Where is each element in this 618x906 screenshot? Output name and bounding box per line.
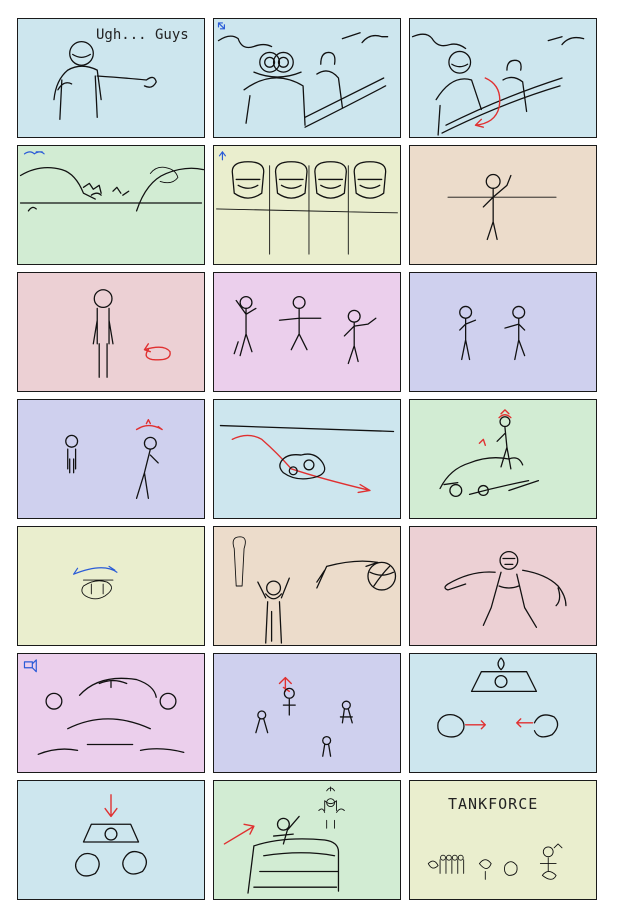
panel-1-caption: Ugh... Guys <box>96 27 189 43</box>
storyboard-panel-17 <box>213 653 401 773</box>
storyboard-panel-12 <box>409 399 597 519</box>
storyboard-panel-15 <box>409 526 597 646</box>
panel-3-sketch <box>411 33 585 136</box>
storyboard-panel-11 <box>213 399 401 519</box>
storyboard-panel-21: TANKFORCE <box>409 780 597 900</box>
storyboard-panel-5 <box>213 145 401 265</box>
panel-21-caption: TANKFORCE <box>448 795 539 813</box>
panel-19-sketch <box>74 794 148 877</box>
panel-8-sketch <box>233 295 377 365</box>
storyboard-panel-10 <box>17 399 205 519</box>
panel-18-sketch <box>437 657 559 738</box>
panel-7-sketch <box>92 289 171 378</box>
panel-6-sketch <box>447 173 557 241</box>
panel-21-sketch <box>427 843 563 880</box>
panel-10-sketch <box>65 418 163 499</box>
panel-16-sketch <box>23 659 185 755</box>
panel-17-sketch <box>255 676 353 757</box>
storyboard-panel-20 <box>213 780 401 900</box>
panel-20-sketch <box>223 786 345 894</box>
storyboard-panel-16 <box>17 653 205 773</box>
storyboard-panel-7 <box>17 272 205 392</box>
panel-14-sketch <box>232 536 397 644</box>
storyboard-panel-1: Ugh... Guys <box>17 18 205 138</box>
storyboard-panel-13 <box>17 526 205 646</box>
panel-13-sketch <box>73 565 118 600</box>
panel-15-sketch <box>444 550 567 628</box>
storyboard-panel-8 <box>213 272 401 392</box>
storyboard-panel-14 <box>213 526 401 646</box>
panel-4-sketch <box>19 151 204 212</box>
storyboard-panel-9 <box>409 272 597 392</box>
panel-9-sketch <box>459 305 526 361</box>
panel-12-sketch <box>439 409 540 498</box>
storyboard-panel-3 <box>409 18 597 138</box>
storyboard-panel-6 <box>409 145 597 265</box>
panel-11-sketch <box>219 424 395 494</box>
storyboard-panel-19 <box>17 780 205 900</box>
panel-2-sketch <box>217 22 389 128</box>
panel-5-sketch <box>216 151 398 255</box>
storyboard-panel-4 <box>17 145 205 265</box>
panel-1-sketch <box>53 40 157 120</box>
storyboard-panel-2 <box>213 18 401 138</box>
storyboard-panel-18 <box>409 653 597 773</box>
